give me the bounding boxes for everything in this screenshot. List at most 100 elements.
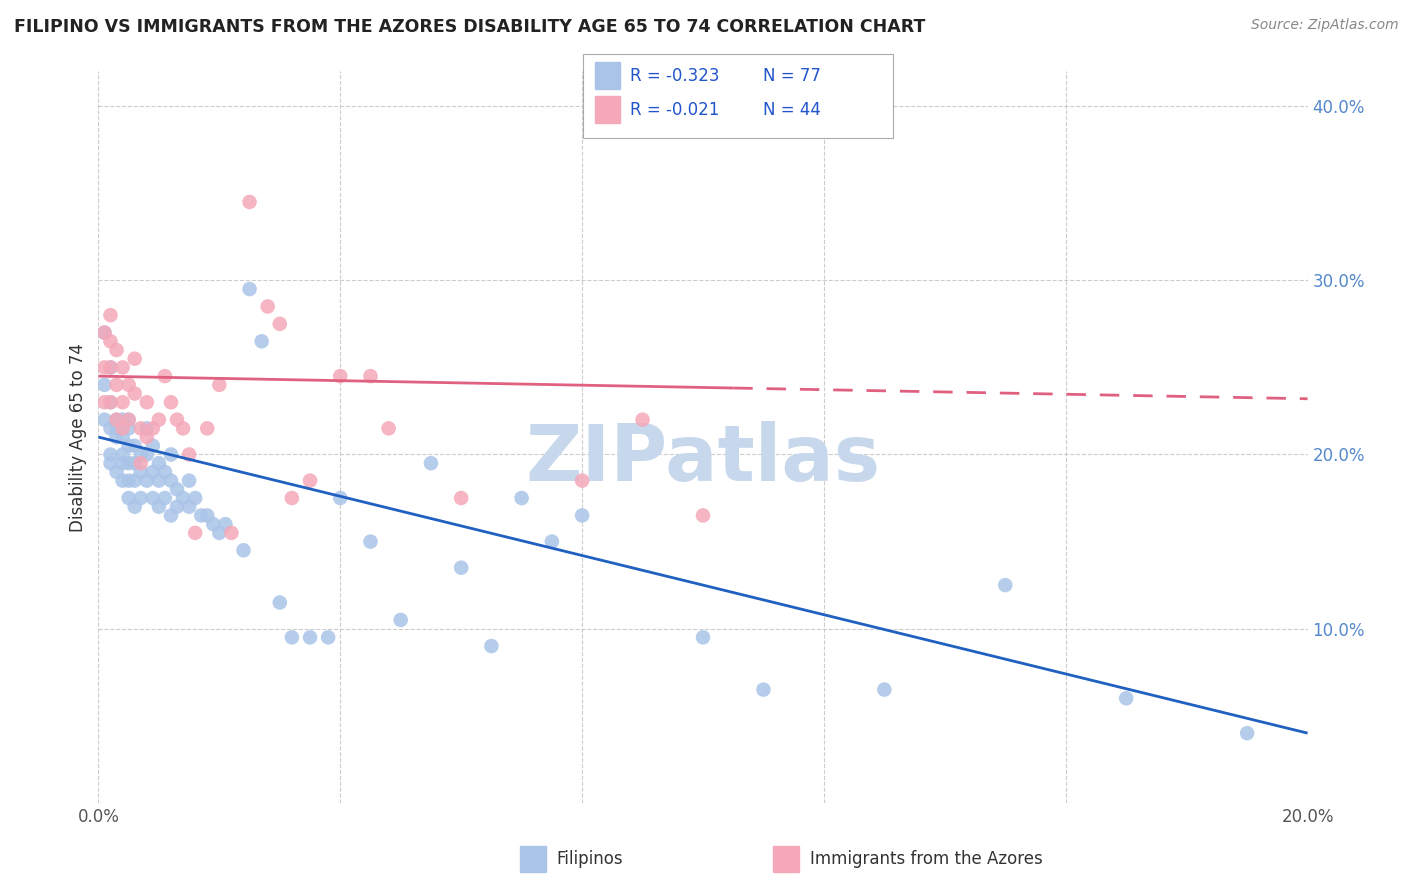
Point (571, 474, 593, 488)
Text: ZIPatlas: ZIPatlas (526, 421, 880, 497)
Point (752, 682, 775, 697)
Point (160, 395, 183, 409)
Point (100, 421, 122, 435)
Text: N = 44: N = 44 (763, 101, 821, 119)
Point (153, 369, 176, 384)
Point (135, 395, 157, 409)
Point (148, 456, 170, 470)
Point (316, 631, 339, 645)
Point (1115, 691, 1137, 706)
Point (100, 308, 122, 322)
Point (239, 194, 262, 209)
Point (105, 343, 128, 357)
Point (221, 525, 243, 540)
Point (124, 351, 146, 366)
Point (329, 491, 352, 505)
Point (118, 412, 141, 426)
Point (118, 474, 141, 488)
Point (105, 412, 128, 426)
Point (124, 386, 146, 401)
Point (166, 412, 188, 426)
Point (631, 412, 654, 426)
Point (142, 465, 165, 479)
Point (118, 439, 141, 453)
Point (100, 448, 122, 462)
Point (994, 578, 1017, 592)
Point (105, 465, 128, 479)
Point (389, 613, 412, 627)
Point (360, 369, 382, 384)
Point (160, 474, 183, 488)
Point (93, 377, 115, 392)
Point (111, 421, 134, 435)
Point (329, 369, 352, 384)
Point (124, 500, 146, 514)
Point (160, 508, 183, 523)
Text: R = -0.021: R = -0.021 (630, 101, 720, 119)
Point (93, 412, 115, 426)
Point (100, 334, 122, 349)
Point (111, 474, 134, 488)
Point (153, 465, 176, 479)
Point (105, 377, 128, 392)
Point (100, 360, 122, 375)
Point (124, 439, 146, 453)
Point (190, 508, 212, 523)
Point (692, 631, 714, 645)
Point (118, 491, 141, 505)
Point (299, 631, 322, 645)
Point (124, 456, 146, 470)
Point (692, 508, 714, 523)
Point (118, 412, 141, 426)
Point (100, 395, 122, 409)
Point (148, 500, 170, 514)
Point (135, 474, 157, 488)
Point (360, 534, 382, 549)
Point (510, 491, 533, 505)
Point (148, 412, 170, 426)
Point (118, 456, 141, 470)
Point (118, 421, 141, 435)
Point (377, 421, 399, 435)
Point (93, 395, 115, 409)
Point (111, 395, 134, 409)
Point (105, 430, 128, 444)
Point (153, 491, 176, 505)
Point (118, 377, 141, 392)
Point (100, 395, 122, 409)
Point (250, 334, 273, 349)
Point (281, 631, 304, 645)
Text: FILIPINO VS IMMIGRANTS FROM THE AZORES DISABILITY AGE 65 TO 74 CORRELATION CHART: FILIPINO VS IMMIGRANTS FROM THE AZORES D… (14, 18, 925, 36)
Point (129, 491, 152, 505)
Point (111, 360, 134, 375)
Point (256, 300, 278, 314)
Point (450, 560, 472, 574)
Point (299, 474, 322, 488)
Point (214, 517, 236, 532)
Point (111, 448, 134, 462)
Point (281, 491, 304, 505)
Point (93, 326, 115, 340)
Text: Filipinos: Filipinos (557, 850, 623, 868)
Point (450, 491, 472, 505)
Point (124, 474, 146, 488)
Point (129, 465, 152, 479)
Point (160, 448, 183, 462)
Point (135, 448, 157, 462)
Point (184, 525, 207, 540)
Text: Immigrants from the Azores: Immigrants from the Azores (810, 850, 1043, 868)
Point (202, 517, 225, 532)
Point (148, 474, 170, 488)
Point (195, 421, 218, 435)
Point (172, 421, 194, 435)
Point (111, 430, 134, 444)
Point (420, 456, 443, 470)
Point (111, 412, 134, 426)
Point (269, 595, 291, 609)
Point (135, 421, 157, 435)
Point (129, 456, 152, 470)
Point (166, 483, 188, 497)
Point (129, 448, 152, 462)
Point (208, 525, 231, 540)
Y-axis label: Disability Age 65 to 74: Disability Age 65 to 74 (69, 343, 87, 532)
